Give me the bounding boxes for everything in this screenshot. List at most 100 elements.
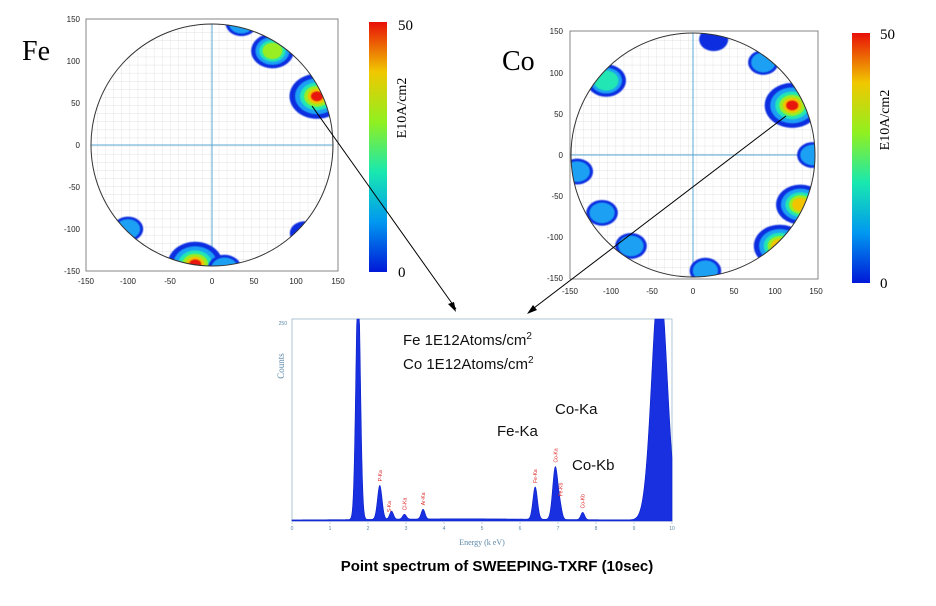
fe-x-tick: -150 xyxy=(78,277,95,286)
co-map-frame xyxy=(569,30,819,280)
fe-x-tick: 150 xyxy=(331,277,345,286)
co-concentration-note: Co 1E12Atoms/cm2 xyxy=(403,355,534,373)
spectrum-x-tick-label: 8 xyxy=(595,526,598,532)
co-y-tick: -150 xyxy=(547,274,564,283)
spectrum-chart: 0 1 2 3 4 5 6 7 8 9 10 250 Counts Energy (k eV) P-… xyxy=(276,318,675,547)
co-concentration-text: Co 1E12Atoms/cm xyxy=(403,356,528,373)
fe-colorbar-gradient xyxy=(369,22,387,272)
co-y-tick-labels: 150 100 50 0 -50 -100 -150 xyxy=(547,27,564,283)
spectrum-x-tick-label: 7 xyxy=(557,526,560,532)
fe-ka-peak-label: Fe-Ka xyxy=(497,423,539,440)
co-x-tick: 50 xyxy=(730,287,739,296)
spectrum-small-peak-labels: P-Ka S-Ka Cl-Ka Ar-Ka Fe-Ka Co-Ka Fe-Kb Co-Kb xyxy=(378,448,587,512)
co-ka-peak-label: Co-Ka xyxy=(555,401,598,418)
co-colorbar-max: 50 xyxy=(880,27,895,43)
hotspot-contour xyxy=(800,144,815,166)
spectrum-x-tick-label: 4 xyxy=(443,526,446,532)
hotspot-contour xyxy=(262,42,283,60)
fe-map-frame xyxy=(85,18,339,272)
spectrum-small-peak-label: Ar-Ka xyxy=(421,492,427,505)
hotspot-contour xyxy=(211,257,238,266)
fe-concentration-note: Fe 1E12Atoms/cm2 xyxy=(403,331,532,349)
spectrum-x-tick-label: 1 xyxy=(329,526,332,532)
co-colorbar-label: E10A/cm2 xyxy=(878,90,893,151)
fe-colorbar-label: E10A/cm2 xyxy=(395,78,410,139)
co-y-tick: 150 xyxy=(550,27,564,36)
fe-colorbar: 50 0 E10A/cm2 xyxy=(369,18,413,281)
co-kb-peak-label: Co-Kb xyxy=(572,457,615,474)
fe-map: Fe -150 -100 -50 0 50 100 150 150 100 50… xyxy=(22,15,413,286)
spectrum-plot-area xyxy=(291,318,673,522)
fe-concentration-text: Fe 1E12Atoms/cm xyxy=(403,332,526,349)
fe-x-tick: -50 xyxy=(164,277,176,286)
co-y-tick: 0 xyxy=(559,151,564,160)
spectrum-small-peak-label: Co-Ka xyxy=(553,448,559,462)
spectrum-small-peak-label: Fe-Ka xyxy=(533,469,539,483)
hotspot-contour xyxy=(618,235,644,257)
co-x-tick-labels: -150 -100 -50 0 50 100 150 xyxy=(562,287,823,296)
spectrum-series xyxy=(291,318,673,522)
hotspot-contour xyxy=(189,259,202,266)
spectrum-small-peak-label: P-Ka xyxy=(378,470,384,481)
co-colorbar-gradient xyxy=(852,33,870,283)
fe-x-tick: 100 xyxy=(289,277,303,286)
fe-y-tick-labels: 150 100 50 0 -50 -100 -150 xyxy=(64,15,81,276)
co-colorbar-min: 0 xyxy=(880,276,888,292)
co-superscript: 2 xyxy=(528,355,534,366)
spectrum-small-peak-label: Fe-Kb xyxy=(558,483,564,497)
spectrum-y-axis-label: Counts xyxy=(276,353,286,379)
hotspot-contour xyxy=(310,91,324,102)
fe-x-tick: 0 xyxy=(210,277,215,286)
co-y-tick: -100 xyxy=(547,233,564,242)
hotspot-contour xyxy=(786,100,799,111)
fe-x-tick: 50 xyxy=(250,277,259,286)
fe-colorbar-min: 0 xyxy=(398,265,406,281)
spectrum-y-top-tick: 250 xyxy=(279,321,288,327)
co-map-label: Co xyxy=(502,46,535,77)
fe-x-tick-labels: -150 -100 -50 0 50 100 150 xyxy=(78,277,345,286)
co-x-tick: 0 xyxy=(691,287,696,296)
fe-superscript: 2 xyxy=(526,331,532,342)
spectrum-x-axis-label: Energy (k eV) xyxy=(459,538,505,547)
fe-y-tick: -100 xyxy=(64,225,81,234)
co-colorbar: 50 0 E10A/cm2 xyxy=(852,27,895,292)
spectrum-x-tick-label: 6 xyxy=(519,526,522,532)
co-x-tick: 100 xyxy=(768,287,782,296)
spectrum-x-ticks: 0 1 2 3 4 5 6 7 8 9 10 xyxy=(291,521,675,532)
fe-map-label: Fe xyxy=(22,36,50,67)
fe-y-tick: 0 xyxy=(76,141,81,150)
co-connector-line xyxy=(529,115,787,312)
co-y-tick: -50 xyxy=(551,192,563,201)
co-y-tick: 100 xyxy=(550,69,564,78)
co-x-tick: 150 xyxy=(809,287,823,296)
spectrum-x-tick-label: 9 xyxy=(633,526,636,532)
fe-connector-line xyxy=(311,105,457,310)
fe-colorbar-max: 50 xyxy=(398,18,413,34)
fe-y-tick: 50 xyxy=(71,99,80,108)
spectrum-title: Point spectrum of SWEEPING-TXRF (10sec) xyxy=(341,558,654,575)
connector-arrows xyxy=(311,105,787,314)
co-arrowhead-icon xyxy=(527,305,537,314)
spectrum-x-tick-label: 2 xyxy=(367,526,370,532)
fe-y-tick: 150 xyxy=(67,15,81,24)
fe-wafer-outline xyxy=(90,23,334,267)
spectrum-area xyxy=(291,318,673,522)
fe-y-tick: -50 xyxy=(68,183,80,192)
co-x-tick: -150 xyxy=(562,287,579,296)
fe-y-tick: -150 xyxy=(64,267,81,276)
spectrum-x-tick-label: 3 xyxy=(405,526,408,532)
fe-y-tick: 100 xyxy=(67,57,81,66)
co-map: Co -150 -100 -50 0 50 100 150 150 100 50… xyxy=(502,27,895,296)
co-y-tick: 50 xyxy=(554,110,563,119)
fe-arrowhead-icon xyxy=(448,302,456,312)
co-wafer-outline xyxy=(570,32,816,278)
spectrum-x-tick-label: 5 xyxy=(481,526,484,532)
co-x-tick: -100 xyxy=(603,287,620,296)
spectrum-small-peak-label: Co-Kb xyxy=(581,494,587,508)
fe-hotspots xyxy=(112,24,333,266)
spectrum-x-tick-label: 10 xyxy=(669,526,675,532)
spectrum-annotation: Fe 1E12Atoms/cm2 Co 1E12Atoms/cm2 xyxy=(403,331,534,373)
spectrum-small-peak-label: Cl-Ka xyxy=(402,498,408,511)
spectrum-small-peak-label: S-Ka xyxy=(387,501,393,512)
